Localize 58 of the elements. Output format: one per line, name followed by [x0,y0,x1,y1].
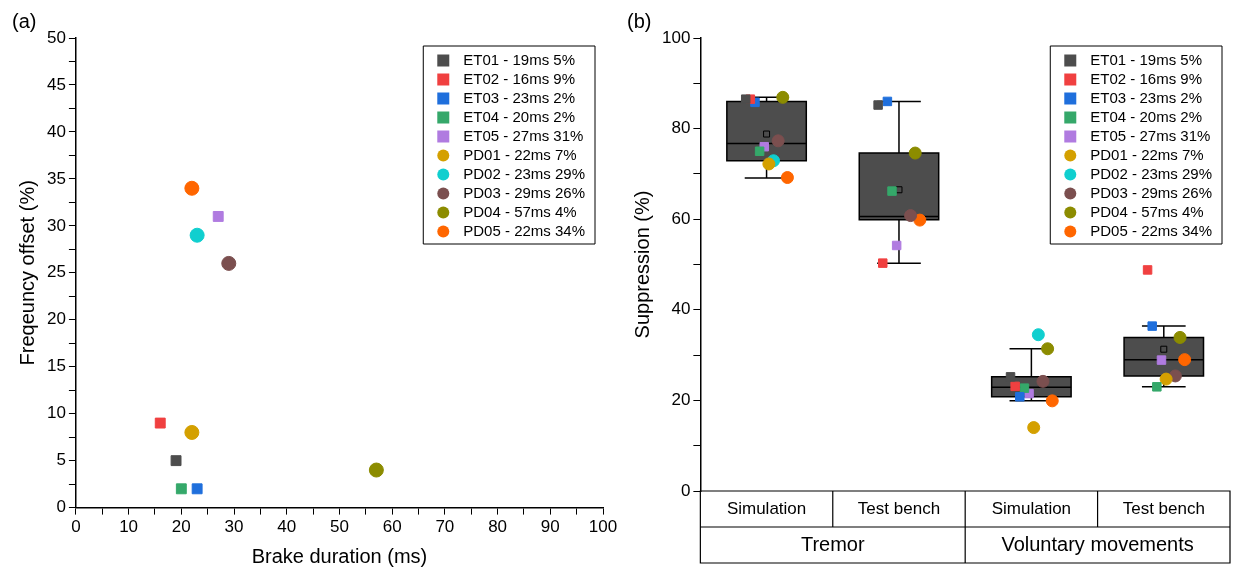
x-tick-label: Test bench [857,498,941,518]
x-tick-label: 50 [329,517,349,537]
legend-label: ET02 - 16ms 9% [463,69,575,87]
x-tick-label: 60 [382,517,402,537]
y-tick-label: 25 [46,262,66,282]
legend-label: ET01 - 19ms 5% [463,50,575,68]
legend-label: PD01 - 22ms 7% [1090,145,1204,163]
y-axis-title: Freqeuncy offset (%) [15,180,38,366]
y-tick-label: 80 [671,118,691,138]
text: (b) [627,9,652,32]
x-tick-label: 0 [71,517,81,537]
x-axis-title: Brake duration (ms) [251,544,428,567]
x-tick-label: 30 [224,517,244,537]
legend-label: ET05 - 27ms 31% [463,126,584,144]
x-tick-label: Simulation [726,498,807,518]
text: Tremor [800,532,865,555]
legend-label: PD02 - 23ms 29% [1090,164,1213,182]
y-tick-label: 35 [46,168,66,188]
x-tick-label: 10 [119,517,139,537]
y-tick-label: 40 [671,299,691,319]
legend-label: PD05 - 22ms 34% [463,221,586,239]
y-tick-label: 60 [671,208,691,228]
legend-label: ET03 - 23ms 2% [463,88,575,106]
x-tick-label: 90 [540,517,560,537]
y-tick-label: 0 [680,480,691,500]
y-tick-label: 20 [46,309,66,329]
legend-label: PD04 - 57ms 4% [463,202,577,220]
y-axis-title: Suppression (%) [630,190,653,339]
legend-label: ET05 - 27ms 31% [1090,126,1211,144]
y-tick-label: 100 [661,27,691,47]
legend-label: PD03 - 29ms 26% [463,183,586,201]
legend-label: PD02 - 23ms 29% [463,164,586,182]
legend-label: PD05 - 22ms 34% [1090,221,1213,239]
x-tick-label: 40 [277,517,297,537]
text: Voluntary movements [1001,532,1194,555]
legend-label: PD01 - 22ms 7% [463,145,577,163]
y-tick-label: 50 [46,27,66,47]
y-tick-label: 30 [46,215,66,235]
legend-label: ET02 - 16ms 9% [1090,69,1202,87]
y-tick-label: 20 [671,390,691,410]
x-tick-label: 20 [171,517,191,537]
x-tick-label: 80 [488,517,508,537]
legend-label: PD04 - 57ms 4% [1090,202,1204,220]
x-tick-label: 100 [588,517,618,537]
legend-label: ET03 - 23ms 2% [1090,88,1202,106]
y-tick-label: 5 [56,450,66,470]
x-tick-label: Simulation [991,498,1072,518]
y-tick-label: 10 [46,403,66,423]
legend-label: ET01 - 19ms 5% [1090,50,1202,68]
legend-label: ET04 - 20ms 2% [463,107,575,125]
x-tick-label: Test bench [1122,498,1205,518]
y-tick-label: 40 [46,121,66,141]
legend-label: ET04 - 20ms 2% [1090,107,1202,125]
y-tick-label: 45 [46,74,66,94]
y-tick-label: 15 [46,356,66,376]
legend-label: PD03 - 29ms 26% [1090,183,1213,201]
text: (a) [12,9,37,32]
x-tick-label: 70 [435,517,455,537]
